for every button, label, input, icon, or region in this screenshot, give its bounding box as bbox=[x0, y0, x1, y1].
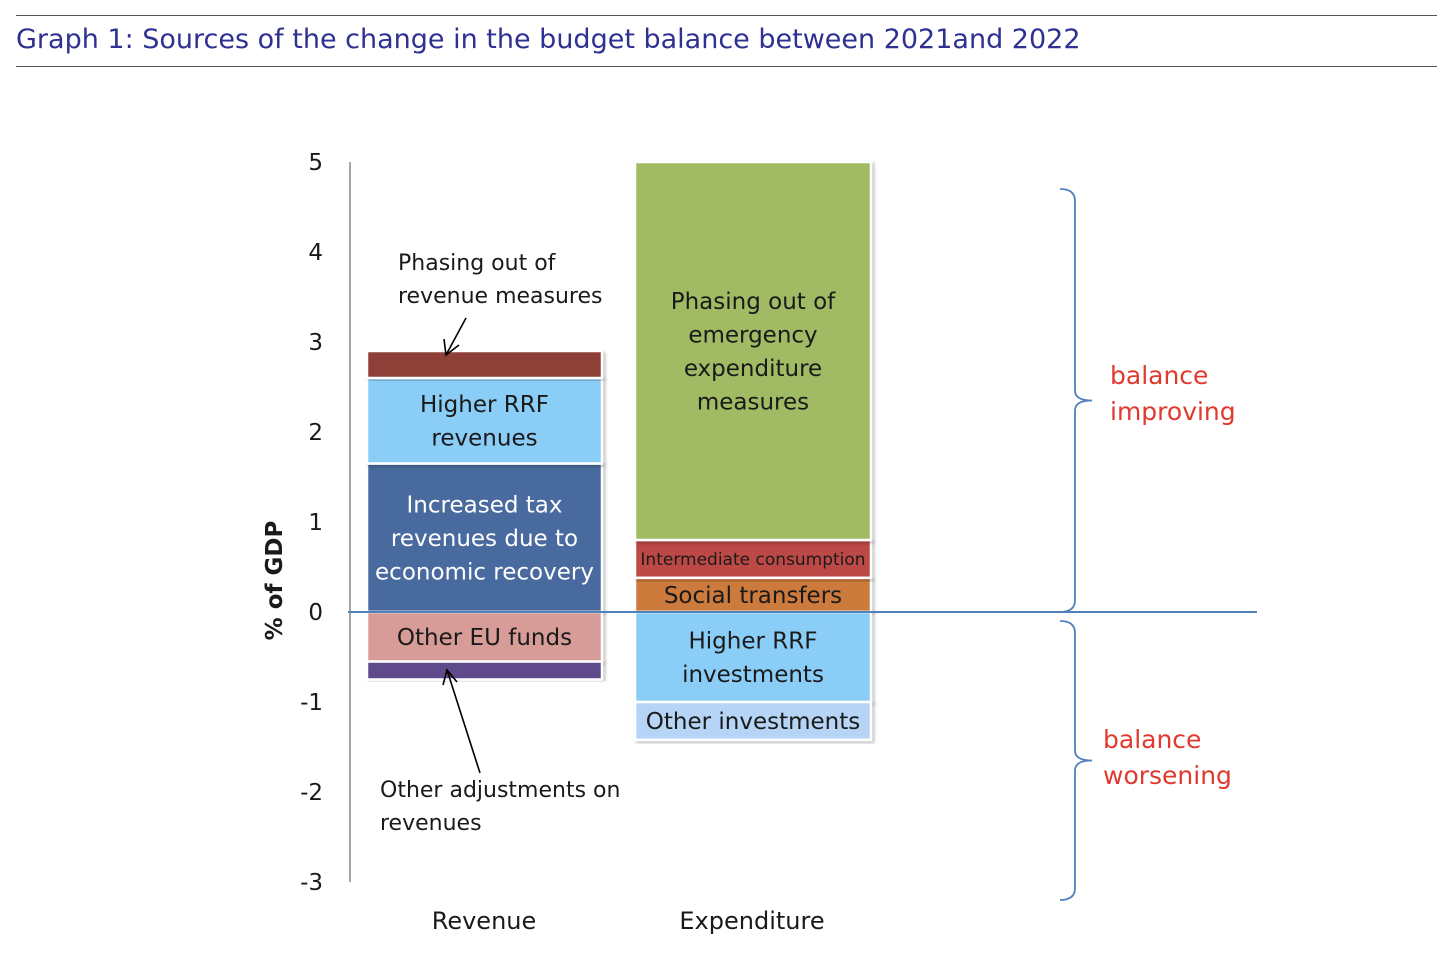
bar-segment-other-adjustments-on-revenues bbox=[365, 660, 604, 681]
segment-label-increased-tax-revenues-due-to-economic-recovery: revenues due to bbox=[391, 526, 578, 552]
bar-segment-increased-tax-revenues-due-to-economic-recovery bbox=[365, 462, 604, 614]
other-adjustments-annotation: revenues bbox=[380, 811, 482, 836]
segment-label-phasing-out-of-emergency-expenditure-measures: measures bbox=[697, 389, 809, 415]
phasing-out-revenue-annotation: revenue measures bbox=[398, 284, 602, 309]
segment-label-phasing-out-of-emergency-expenditure-measures: expenditure bbox=[684, 356, 822, 382]
bracket-balance-worsening bbox=[1059, 620, 1093, 901]
top-rule bbox=[16, 15, 1437, 16]
bracket-label-balance-improving: balance bbox=[1110, 361, 1208, 390]
y-tick-label: -2 bbox=[300, 780, 323, 806]
y-tick-label: 2 bbox=[308, 420, 323, 446]
y-tick-label: 0 bbox=[308, 600, 323, 626]
segment-label-increased-tax-revenues-due-to-economic-recovery: economic recovery bbox=[375, 559, 594, 585]
x-category-label-expenditure: Expenditure bbox=[679, 907, 824, 935]
y-tick-label: -1 bbox=[300, 690, 323, 716]
segment-label-phasing-out-of-emergency-expenditure-measures: Phasing out of bbox=[671, 289, 836, 315]
segment-label-higher-rrf-investments: investments bbox=[682, 662, 824, 688]
segment-label-intermediate-consumption: Intermediate consumption bbox=[640, 550, 865, 570]
bracket-label-balance-worsening: worsening bbox=[1103, 761, 1232, 790]
segment-label-higher-rrf-investments: Higher RRF bbox=[689, 628, 818, 654]
segment-label-other-eu-funds: Other EU funds bbox=[397, 625, 572, 651]
segment-label-higher-rrf-revenues: revenues bbox=[431, 426, 537, 452]
y-tick-label: 3 bbox=[308, 330, 323, 356]
bar-segment-higher-rrf-revenues bbox=[365, 376, 604, 465]
y-tick-label: 4 bbox=[308, 240, 323, 266]
segment-label-increased-tax-revenues-due-to-economic-recovery: Increased tax bbox=[407, 492, 563, 518]
arrow-phasing-out-revenue bbox=[445, 317, 467, 356]
x-category-label-revenue: Revenue bbox=[432, 907, 537, 935]
y-tick-label: 1 bbox=[308, 510, 323, 536]
bar-segment-intermediate-consumption bbox=[633, 538, 873, 580]
y-tick-label: -3 bbox=[300, 870, 323, 896]
bar-segment-other-investments bbox=[633, 700, 873, 742]
segment-label-higher-rrf-revenues: Higher RRF bbox=[420, 392, 549, 418]
other-adjustments-annotation: Other adjustments on bbox=[380, 778, 620, 803]
arrow-other-adjustments bbox=[446, 669, 481, 774]
y-tick-label: 5 bbox=[308, 150, 323, 176]
segment-label-other-investments: Other investments bbox=[646, 709, 860, 735]
arrowhead-other-adjustments bbox=[442, 668, 458, 686]
page-title: Graph 1: Sources of the change in the bu… bbox=[16, 24, 1081, 55]
title-rule bbox=[16, 66, 1437, 67]
segment-label-phasing-out-of-emergency-expenditure-measures: emergency bbox=[688, 322, 817, 348]
bracket-balance-improving bbox=[1059, 188, 1093, 613]
bracket-label-balance-improving: improving bbox=[1110, 397, 1236, 426]
bar-segment-higher-rrf-investments bbox=[633, 610, 873, 704]
bar-segment-phasing-out-of-revenue-measures bbox=[365, 349, 604, 380]
segment-label-social-transfers: Social transfers bbox=[664, 583, 842, 609]
bracket-label-balance-worsening: balance bbox=[1103, 725, 1201, 754]
bar-segment-phasing-out-of-emergency-expenditure-measures bbox=[633, 160, 873, 542]
y-axis-label: % of GDP bbox=[262, 521, 288, 641]
arrowhead-phasing-out-revenue bbox=[443, 338, 460, 357]
phasing-out-revenue-annotation: Phasing out of bbox=[398, 251, 557, 276]
